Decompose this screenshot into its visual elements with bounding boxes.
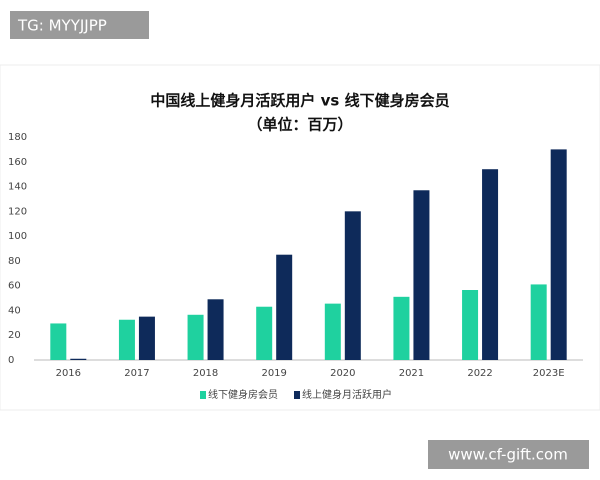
x-tick-label: 2022 [467,368,492,379]
chart-card [0,64,600,411]
x-tick-label: 2021 [399,368,424,379]
watermark: www.cf-gift.com [448,446,568,464]
x-tick-label: 2016 [56,368,81,379]
y-tick-label: 40 [8,305,21,316]
watermark-box [10,11,149,39]
y-tick-label: 160 [8,157,27,168]
bar [344,211,361,360]
y-tick-label: 20 [8,330,21,341]
watermark: TG: MYYJJPP [17,17,107,35]
y-tick-label: 80 [8,256,21,267]
bar [413,190,430,360]
bar [550,149,567,360]
y-tick-label: 60 [8,281,21,292]
legend-swatch [294,391,300,399]
y-tick-label: 100 [8,231,27,242]
watermark-box [428,440,589,469]
bar [393,296,410,360]
y-tick-label: 180 [8,132,27,143]
chart-subtitle: （单位：百万） [247,116,352,134]
bar [482,169,499,360]
y-tick-label: 140 [8,182,27,193]
bar [324,303,341,360]
x-tick-label: 2023E [533,368,565,379]
bar [50,323,67,360]
bar [256,306,273,360]
legend-swatch [200,391,206,399]
bar [276,254,293,360]
bar [530,284,547,360]
y-tick-label: 0 [8,355,14,366]
legend-label: 线下健身房会员 [208,388,278,401]
bar [207,299,224,360]
x-tick-label: 2019 [261,368,286,379]
bar [138,316,155,360]
legend-label: 线上健身月活跃用户 [302,388,392,401]
x-tick-label: 2017 [124,368,149,379]
bar [187,314,204,360]
bar [462,290,479,360]
x-tick-label: 2018 [193,368,218,379]
chart-title: 中国线上健身月活跃用户 vs 线下健身房会员 [150,92,449,110]
x-tick-label: 2020 [330,368,355,379]
bar [118,319,135,360]
bar [70,358,87,360]
y-tick-label: 120 [8,206,27,217]
